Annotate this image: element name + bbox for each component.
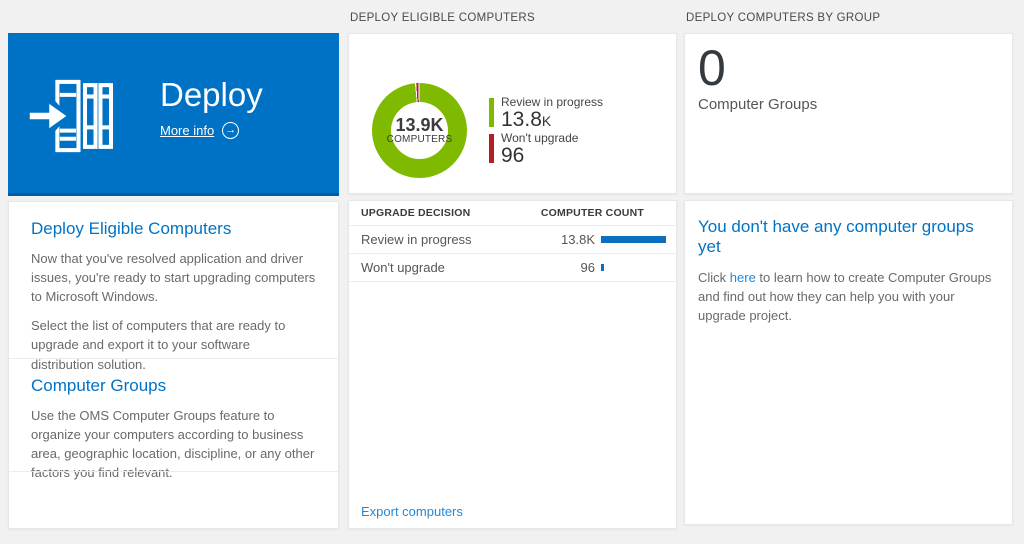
cell-decision: Review in progress — [361, 232, 472, 247]
table-row[interactable]: Won't upgrade 96 — [349, 253, 676, 281]
no-computer-groups-card: You don't have any computer groups yet C… — [684, 200, 1013, 525]
legend-value: 96 — [501, 144, 525, 168]
legend-swatch-green — [489, 98, 494, 127]
circle-arrow-icon[interactable]: → — [222, 122, 240, 140]
cell-bar — [601, 236, 666, 243]
donut-center: 13.9K COMPUTERS — [387, 102, 452, 159]
computer-groups-count-label: Computer Groups — [698, 95, 818, 113]
count-bar — [601, 236, 666, 243]
computer-groups-heading: Computer Groups — [31, 376, 167, 395]
donut-total-value: 13.9K — [395, 114, 444, 135]
cell-decision: Won't upgrade — [361, 260, 445, 275]
column-header-computer-count: COMPUTER COUNT — [540, 207, 644, 219]
empty-section — [9, 471, 338, 528]
more-info-link[interactable]: More info — [160, 123, 215, 139]
deploy-eligible-computers-section: Deploy Eligible Computers Now that you'v… — [9, 202, 338, 372]
deploy-eligible-paragraph-2: Select the list of computers that are re… — [31, 318, 286, 372]
deploy-tile[interactable]: Deploy More info → — [8, 33, 339, 196]
middle-column-header: DEPLOY ELIGIBLE COMPUTERS — [350, 12, 535, 24]
computer-groups-paragraph: Use the OMS Computer Groups feature to o… — [31, 408, 315, 481]
deploy-servers-icon — [29, 79, 114, 153]
tile-title: Deploy — [160, 76, 263, 113]
no-computer-groups-paragraph: Click here to learn how to create Comput… — [698, 270, 992, 324]
right-column-header: DEPLOY COMPUTERS BY GROUP — [686, 12, 881, 24]
computer-groups-count: 0 — [698, 40, 726, 96]
upgrade-decision-donut-chart[interactable]: 13.9K COMPUTERS — [372, 83, 467, 178]
computer-groups-section: Computer Groups Use the OMS Computer Gro… — [9, 358, 338, 480]
donut-legend: Review in progress 13.8K Won't upgrade 9… — [489, 95, 604, 168]
cell-count: 96 — [580, 260, 595, 275]
deploy-description-card: Deploy Eligible Computers Now that you'v… — [8, 201, 339, 529]
legend-value: 13.8K — [501, 108, 552, 132]
legend-swatch-red — [489, 134, 494, 164]
table-header-row: UPGRADE DECISION COMPUTER COUNT — [349, 201, 676, 225]
legend-label: Review in progress — [501, 95, 604, 109]
upgrade-decision-table-card: UPGRADE DECISION COMPUTER COUNT Review i… — [348, 200, 677, 529]
here-link[interactable]: here — [729, 270, 756, 285]
legend-item-wont-upgrade: Won't upgrade 96 — [489, 131, 603, 168]
cell-bar — [601, 264, 666, 271]
export-computers-link[interactable]: Export computers — [361, 504, 463, 519]
table-empty-area — [349, 281, 676, 528]
legend-item-review-in-progress: Review in progress 13.8K — [489, 95, 604, 132]
deploy-eligible-computers-heading: Deploy Eligible Computers — [31, 219, 232, 238]
cell-count: 13.8K — [561, 232, 595, 247]
count-bar — [601, 264, 604, 271]
eligible-computers-donut-card: 13.9K COMPUTERS Review in progress 13.8K… — [348, 33, 677, 194]
legend-label: Won't upgrade — [501, 131, 579, 146]
computer-groups-count-card: 0 Computer Groups — [684, 33, 1013, 194]
no-computer-groups-heading: You don't have any computer groups yet — [698, 217, 974, 256]
donut-total-label: COMPUTERS — [386, 134, 453, 146]
table-row[interactable]: Review in progress 13.8K — [349, 225, 676, 253]
column-header-upgrade-decision: UPGRADE DECISION — [361, 207, 471, 219]
deploy-eligible-paragraph-1: Now that you've resolved application and… — [31, 251, 316, 305]
